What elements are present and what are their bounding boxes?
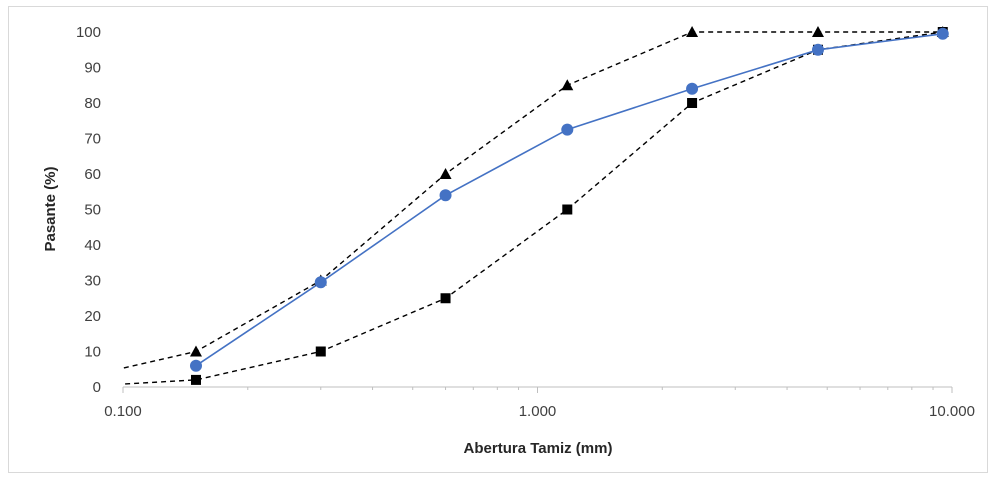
x-tick-label: 10.000 bbox=[929, 403, 975, 420]
data-point-triangle bbox=[189, 345, 202, 357]
y-tick-label: 80 bbox=[84, 95, 101, 112]
data-point-circle bbox=[314, 276, 327, 289]
y-tick-label: 30 bbox=[84, 273, 101, 290]
axes: 0.100 1.000 10.000 0 10 20 30 40 50 60 70 80 90 100 bbox=[76, 24, 975, 420]
data-point-triangle bbox=[439, 168, 452, 179]
data-point-triangle bbox=[811, 26, 824, 37]
data-point-square bbox=[190, 374, 201, 385]
y-tick-label: 50 bbox=[84, 202, 101, 219]
y-tick-label: 10 bbox=[84, 344, 101, 361]
x-tick-label: 0.100 bbox=[104, 403, 142, 420]
data-point-circle bbox=[439, 189, 452, 202]
data-point-circle bbox=[561, 123, 574, 136]
y-tick-label: 60 bbox=[84, 166, 101, 183]
data-point-square bbox=[315, 346, 326, 357]
y-tick-label: 0 bbox=[93, 379, 101, 396]
data-point-triangle bbox=[686, 26, 699, 37]
x-axis-title: Abertura Tamiz (mm) bbox=[464, 440, 613, 457]
y-tick-label: 40 bbox=[84, 237, 101, 254]
series-layer bbox=[123, 31, 943, 385]
y-tick-label: 100 bbox=[76, 24, 101, 41]
chart-frame bbox=[8, 6, 988, 473]
y-axis-title: Pasante (%) bbox=[42, 166, 59, 251]
data-point-square bbox=[562, 204, 573, 215]
series-line-square bbox=[123, 31, 943, 385]
y-tick-label: 20 bbox=[84, 308, 101, 325]
data-point-square bbox=[440, 293, 451, 304]
data-point-circle bbox=[189, 359, 202, 372]
x-tick-label: 1.000 bbox=[519, 403, 557, 420]
y-tick-label: 90 bbox=[84, 60, 101, 77]
data-point-circle bbox=[686, 82, 699, 95]
marker-layer bbox=[189, 26, 949, 385]
y-tick-label: 70 bbox=[84, 131, 101, 148]
data-point-square bbox=[687, 98, 698, 108]
data-point-triangle bbox=[561, 79, 574, 91]
data-point-circle bbox=[936, 27, 949, 40]
data-point-circle bbox=[811, 43, 824, 56]
series-line-triangle bbox=[123, 31, 943, 369]
